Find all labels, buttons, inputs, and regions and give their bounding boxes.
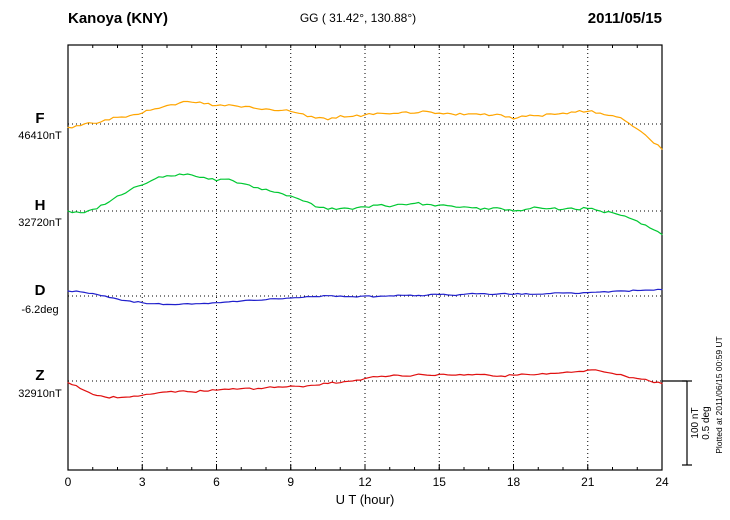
scale-bar: 100 nT 0.5 deg [662,380,712,466]
series-baseline-z: 32910nT [18,388,62,400]
trace-layer [67,100,663,399]
x-tick-label: 6 [213,475,220,489]
series-label-h: H [35,197,46,214]
scale-bar-nt-label: 100 nT [690,407,701,438]
x-tick-label: 9 [287,475,294,489]
series-label-f: F [35,110,44,127]
plot-date: 2011/05/15 [588,10,662,27]
x-axis-title: U T (hour) [336,492,395,507]
series-label-d: D [35,282,46,299]
x-tick-label: 18 [507,475,521,489]
series-baseline-f: 46410nT [18,130,62,142]
plotted-at-note: Plotted at 2011/06/15 00:59 UT [714,336,724,454]
trace-Z [67,369,663,399]
grid-layer [92,45,638,470]
baseline-layer [68,123,662,382]
trace-H [67,173,663,236]
trace-D [67,288,663,306]
series-baseline-d: -6.2deg [21,304,58,316]
series-baseline-h: 32720nT [18,217,62,229]
x-tick-label: 12 [358,475,372,489]
x-tick-label: 0 [65,475,72,489]
series-label-z: Z [35,367,44,384]
x-axis-ticks: 0 3 6 9 12 15 18 21 24 [65,464,669,489]
trace-F [67,100,663,150]
x-tick-label: 21 [581,475,595,489]
station-coordinates: GG ( 31.42°, 130.88°) [300,11,416,25]
x-tick-label: 15 [433,475,447,489]
scale-bar-deg-label: 0.5 deg [701,406,712,439]
x-tick-label: 24 [655,475,669,489]
x-tick-label: 3 [139,475,146,489]
station-title: Kanoya (KNY) [68,10,168,27]
